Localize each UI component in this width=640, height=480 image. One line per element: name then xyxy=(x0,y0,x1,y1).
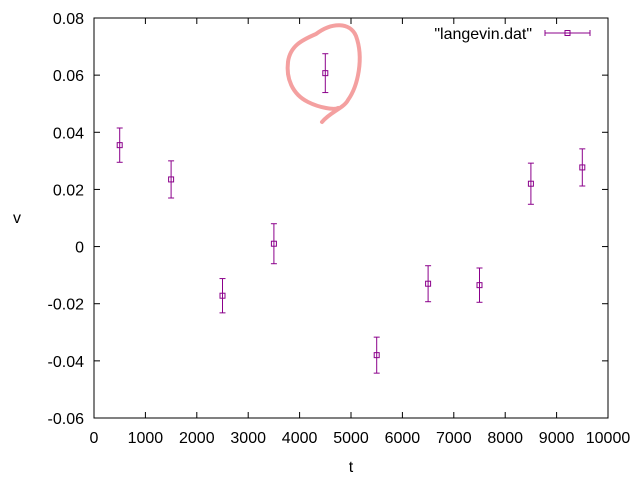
legend-label: "langevin.dat" xyxy=(434,26,532,43)
data-point xyxy=(373,336,380,374)
plot-frame xyxy=(93,17,609,419)
legend: "langevin.dat" xyxy=(434,26,591,43)
y-tick-label: 0 xyxy=(75,240,84,257)
x-tick-label: 4000 xyxy=(282,430,318,447)
x-tick-label: 10000 xyxy=(586,430,631,447)
data-point xyxy=(476,267,483,303)
data-point xyxy=(270,223,277,265)
x-tick-label: 9000 xyxy=(539,430,575,447)
data-point xyxy=(322,53,329,94)
data-point xyxy=(219,278,226,314)
y-tick-label: -0.04 xyxy=(48,354,85,371)
y-tick-label: 0.04 xyxy=(53,125,84,142)
data-point xyxy=(425,265,432,303)
x-axis-label: t xyxy=(349,459,354,476)
x-tick-label: 5000 xyxy=(333,430,369,447)
x-tick-label: 3000 xyxy=(230,430,266,447)
x-tick-label: 6000 xyxy=(385,430,421,447)
point-marker xyxy=(168,176,175,183)
y-tick-label: 0.02 xyxy=(53,182,84,199)
series-layer xyxy=(116,53,586,374)
point-marker xyxy=(219,292,226,299)
y-tick-label: 0.08 xyxy=(53,11,84,28)
x-tick-label: 1000 xyxy=(128,430,164,447)
annotation-circle xyxy=(285,23,362,124)
point-marker xyxy=(322,70,329,77)
x-tick-label: 0 xyxy=(90,430,99,447)
point-marker xyxy=(270,240,277,247)
point-marker xyxy=(527,180,534,187)
data-point xyxy=(527,162,534,205)
y-tick-label: -0.06 xyxy=(48,411,85,428)
y-axis-label: v xyxy=(13,210,21,227)
x-tick-label: 7000 xyxy=(436,430,472,447)
y-tick-label: -0.02 xyxy=(48,297,85,314)
data-point xyxy=(168,160,175,199)
legend-sample xyxy=(544,30,591,36)
point-marker xyxy=(476,282,483,289)
data-point xyxy=(579,148,586,187)
point-marker xyxy=(373,352,380,359)
point-marker xyxy=(425,280,432,287)
x-tick-label: 8000 xyxy=(487,430,523,447)
data-point xyxy=(116,127,123,163)
y-tick-label: 0.06 xyxy=(53,68,84,85)
point-marker xyxy=(579,164,586,171)
x-tick-label: 2000 xyxy=(179,430,215,447)
legend-marker xyxy=(564,30,571,36)
point-marker xyxy=(116,142,123,149)
x-axis-ticks: 0 1000 2000 3000 4000 5000 6000 7000 8000 9000 100… xyxy=(90,18,631,447)
